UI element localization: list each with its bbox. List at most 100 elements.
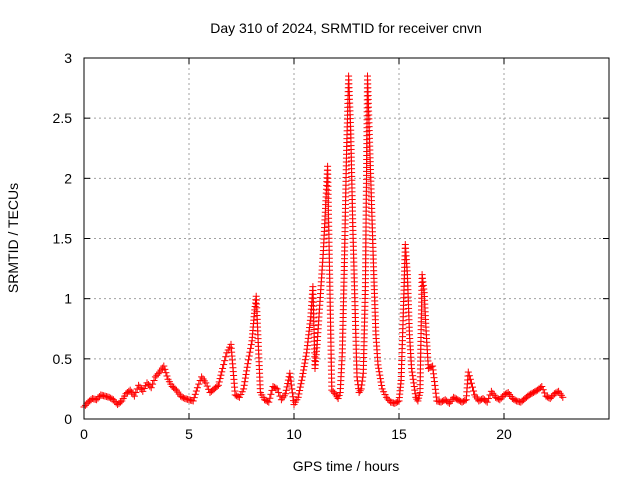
- data-point: [215, 378, 223, 386]
- data-point: [300, 363, 308, 371]
- data-point: [461, 397, 469, 405]
- data-point: [483, 398, 491, 406]
- data-point: [410, 379, 418, 387]
- data-point: [469, 383, 476, 391]
- data-point: [246, 348, 254, 356]
- data-point: [358, 381, 366, 389]
- data-point: [376, 375, 384, 383]
- data-point: [244, 360, 252, 368]
- data-point: [273, 385, 281, 393]
- data-point: [296, 387, 304, 395]
- data-point: [467, 379, 475, 387]
- data-point: [189, 397, 197, 405]
- data-point: [466, 375, 474, 383]
- data-point: [247, 344, 255, 352]
- data-point: [203, 382, 211, 390]
- data-point: [217, 371, 225, 379]
- y-axis-label: SRMTID / TECUs: [5, 183, 21, 293]
- data-point: [195, 380, 203, 388]
- data-point: [243, 367, 251, 375]
- data-point: [289, 393, 297, 401]
- data-point: [245, 356, 252, 364]
- data-point: [294, 393, 302, 401]
- y-tick-label: 0: [64, 411, 72, 427]
- data-point: [332, 391, 340, 399]
- data-point: [245, 352, 253, 360]
- y-tick-label: 3: [64, 50, 72, 66]
- data-point: [214, 381, 222, 389]
- y-tick-label: 2: [64, 170, 72, 186]
- data-point: [394, 398, 402, 406]
- data-point: [161, 365, 169, 373]
- data-point: [218, 368, 226, 376]
- data-point: [202, 379, 210, 387]
- y-tick-label: 1: [64, 291, 72, 307]
- data-point: [221, 357, 229, 365]
- data-points-layer: [80, 72, 567, 411]
- x-tick-label: 20: [496, 426, 512, 442]
- data-point: [162, 369, 170, 377]
- data-point: [559, 393, 567, 401]
- data-point: [301, 356, 309, 364]
- data-point: [241, 374, 249, 382]
- data-point: [297, 380, 305, 388]
- data-point: [192, 387, 200, 395]
- data-point: [408, 364, 416, 372]
- data-point: [266, 394, 274, 402]
- data-point: [287, 377, 295, 385]
- data-point: [150, 376, 158, 384]
- grid-layer: [84, 58, 609, 419]
- data-point: [539, 386, 547, 394]
- data-point: [376, 371, 384, 379]
- data-point: [465, 372, 473, 380]
- data-point: [357, 385, 365, 393]
- ticks-layer: 0 5 10 15 20 0 0.5 1 1.5 2 2.5 3: [53, 50, 609, 442]
- data-point: [300, 366, 308, 374]
- data-point: [267, 390, 275, 398]
- data-point: [538, 383, 546, 391]
- data-point: [149, 380, 157, 388]
- data-point: [485, 395, 493, 403]
- data-point: [408, 368, 416, 376]
- data-point: [411, 390, 419, 398]
- data-point: [272, 384, 280, 392]
- data-point: [411, 386, 419, 394]
- data-point: [464, 368, 472, 376]
- data-point: [222, 353, 230, 361]
- x-tick-label: 10: [286, 426, 302, 442]
- data-point: [356, 387, 364, 395]
- data-point: [299, 369, 307, 377]
- data-point: [242, 370, 250, 378]
- chart-title: Day 310 of 2024, SRMTID for receiver cnv…: [210, 20, 482, 36]
- x-tick-label: 0: [80, 426, 88, 442]
- data-point: [375, 368, 383, 376]
- data-point: [282, 390, 290, 398]
- data-point: [285, 373, 293, 381]
- data-point: [219, 364, 227, 372]
- data-point: [375, 364, 383, 372]
- data-point: [116, 398, 124, 406]
- data-point: [470, 387, 478, 395]
- data-point: [359, 373, 367, 381]
- data-point: [358, 377, 366, 385]
- data-point: [302, 352, 310, 360]
- data-point: [190, 394, 198, 402]
- data-point: [296, 383, 304, 391]
- data-point: [289, 397, 297, 405]
- data-point: [130, 392, 138, 400]
- data-point: [374, 361, 382, 369]
- x-tick-label: 5: [185, 426, 193, 442]
- data-point: [286, 373, 294, 381]
- data-point: [301, 359, 309, 367]
- data-point: [378, 381, 386, 389]
- data-point: [298, 373, 306, 381]
- y-tick-label: 1.5: [53, 231, 73, 247]
- x-axis-label: GPS time / hours: [293, 458, 400, 474]
- data-point: [413, 395, 421, 403]
- data-point: [265, 398, 273, 406]
- data-point: [409, 372, 417, 380]
- data-point: [409, 375, 417, 383]
- data-point: [335, 392, 343, 400]
- data-point: [193, 384, 201, 392]
